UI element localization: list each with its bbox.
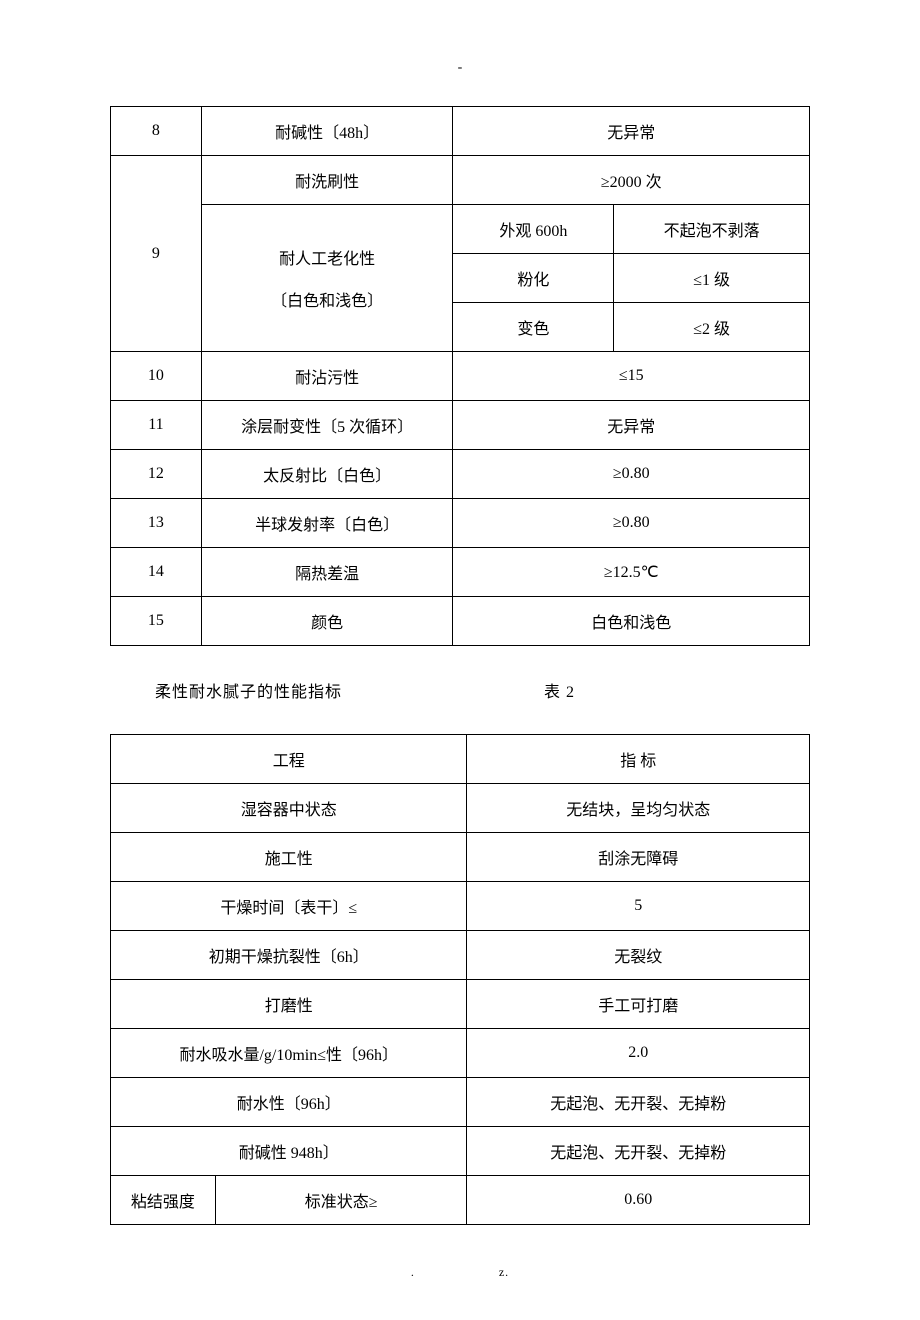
cell-c: 0.60 bbox=[467, 1176, 810, 1225]
cell-value: 无异常 bbox=[453, 401, 810, 450]
cell-item: 耐碱性〔48h〕 bbox=[201, 107, 453, 156]
table-row: 耐人工老化性 〔白色和浅色〕 外观 600h 不起泡不剥落 bbox=[111, 205, 810, 254]
table-row: 打磨性 手工可打磨 bbox=[111, 980, 810, 1029]
header-c2: 指 标 bbox=[467, 735, 810, 784]
cell-c2: 5 bbox=[467, 882, 810, 931]
table-row: 12 太反射比〔白色〕 ≥0.80 bbox=[111, 450, 810, 499]
cell-sub2: 不起泡不剥落 bbox=[614, 205, 810, 254]
cell-num: 15 bbox=[111, 597, 202, 646]
cell-c2: 无结块，呈均匀状态 bbox=[467, 784, 810, 833]
table-row: 初期干燥抗裂性〔6h〕 无裂纹 bbox=[111, 931, 810, 980]
cell-item: 半球发射率〔白色〕 bbox=[201, 499, 453, 548]
cell-c1: 施工性 bbox=[111, 833, 467, 882]
table-row: 粘结强度 标准状态≥ 0.60 bbox=[111, 1176, 810, 1225]
cell-value: ≥0.80 bbox=[453, 450, 810, 499]
cell-item: 涂层耐变性〔5 次循环〕 bbox=[201, 401, 453, 450]
table-1: 8 耐碱性〔48h〕 无异常 9 耐洗刷性 ≥2000 次 耐人工老化性 〔白色… bbox=[110, 106, 810, 646]
cell-c2: 无裂纹 bbox=[467, 931, 810, 980]
header-c1: 工程 bbox=[111, 735, 467, 784]
cell-num: 9 bbox=[111, 156, 202, 352]
cell-num: 14 bbox=[111, 548, 202, 597]
cell-c1: 初期干燥抗裂性〔6h〕 bbox=[111, 931, 467, 980]
cell-b: 标准状态≥ bbox=[215, 1176, 467, 1225]
cell-item: 耐人工老化性 〔白色和浅色〕 bbox=[201, 205, 453, 352]
table-row: 干燥时间〔表干〕≤ 5 bbox=[111, 882, 810, 931]
section-title: 柔性耐水腻子的性能指标 表 2 bbox=[110, 666, 810, 714]
footer: . z. bbox=[110, 1265, 810, 1280]
cell-value: ≤15 bbox=[453, 352, 810, 401]
table-row: 14 隔热差温 ≥12.5℃ bbox=[111, 548, 810, 597]
cell-num: 8 bbox=[111, 107, 202, 156]
cell-item: 颜色 bbox=[201, 597, 453, 646]
section-title-right: 表 2 bbox=[544, 666, 810, 714]
cell-c1: 耐碱性 948h〕 bbox=[111, 1127, 467, 1176]
cell-c1: 干燥时间〔表干〕≤ bbox=[111, 882, 467, 931]
cell-num: 11 bbox=[111, 401, 202, 450]
cell-num: 12 bbox=[111, 450, 202, 499]
cell-item: 耐沾污性 bbox=[201, 352, 453, 401]
cell-value: 白色和浅色 bbox=[453, 597, 810, 646]
table-row: 13 半球发射率〔白色〕 ≥0.80 bbox=[111, 499, 810, 548]
cell-c2: 2.0 bbox=[467, 1029, 810, 1078]
table-row: 湿容器中状态 无结块，呈均匀状态 bbox=[111, 784, 810, 833]
cell-value: ≥12.5℃ bbox=[453, 548, 810, 597]
cell-value: ≥2000 次 bbox=[453, 156, 810, 205]
cell-a: 粘结强度 bbox=[111, 1176, 216, 1225]
table-row: 施工性 刮涂无障碍 bbox=[111, 833, 810, 882]
cell-item: 隔热差温 bbox=[201, 548, 453, 597]
cell-item: 太反射比〔白色〕 bbox=[201, 450, 453, 499]
section-title-left: 柔性耐水腻子的性能指标 bbox=[110, 666, 544, 714]
cell-item: 耐洗刷性 bbox=[201, 156, 453, 205]
item-line1: 耐人工老化性 bbox=[206, 245, 449, 269]
table-row: 9 耐洗刷性 ≥2000 次 bbox=[111, 156, 810, 205]
cell-sub1: 变色 bbox=[453, 303, 614, 352]
cell-c1: 耐水吸水量/g/10min≤性〔96h〕 bbox=[111, 1029, 467, 1078]
cell-c1: 耐水性〔96h〕 bbox=[111, 1078, 467, 1127]
footer-right: z. bbox=[499, 1265, 509, 1279]
cell-sub2: ≤2 级 bbox=[614, 303, 810, 352]
cell-sub1: 粉化 bbox=[453, 254, 614, 303]
cell-sub1: 外观 600h bbox=[453, 205, 614, 254]
table-row: 耐水性〔96h〕 无起泡、无开裂、无掉粉 bbox=[111, 1078, 810, 1127]
footer-left: . bbox=[411, 1265, 415, 1279]
cell-num: 13 bbox=[111, 499, 202, 548]
cell-c2: 手工可打磨 bbox=[467, 980, 810, 1029]
cell-c2: 无起泡、无开裂、无掉粉 bbox=[467, 1078, 810, 1127]
table-2: 工程 指 标 湿容器中状态 无结块，呈均匀状态 施工性 刮涂无障碍 干燥时间〔表… bbox=[110, 734, 810, 1225]
cell-c1: 湿容器中状态 bbox=[111, 784, 467, 833]
cell-num: 10 bbox=[111, 352, 202, 401]
table-row: 8 耐碱性〔48h〕 无异常 bbox=[111, 107, 810, 156]
table-row: 耐碱性 948h〕 无起泡、无开裂、无掉粉 bbox=[111, 1127, 810, 1176]
table-row: 11 涂层耐变性〔5 次循环〕 无异常 bbox=[111, 401, 810, 450]
table-row: 耐水吸水量/g/10min≤性〔96h〕 2.0 bbox=[111, 1029, 810, 1078]
cell-value: 无异常 bbox=[453, 107, 810, 156]
cell-c1: 打磨性 bbox=[111, 980, 467, 1029]
cell-sub2: ≤1 级 bbox=[614, 254, 810, 303]
header-mark: - bbox=[110, 60, 810, 76]
cell-value: ≥0.80 bbox=[453, 499, 810, 548]
table-row: 工程 指 标 bbox=[111, 735, 810, 784]
table-row: 15 颜色 白色和浅色 bbox=[111, 597, 810, 646]
cell-c2: 刮涂无障碍 bbox=[467, 833, 810, 882]
table-row: 10 耐沾污性 ≤15 bbox=[111, 352, 810, 401]
item-line2: 〔白色和浅色〕 bbox=[206, 287, 449, 311]
cell-c2: 无起泡、无开裂、无掉粉 bbox=[467, 1127, 810, 1176]
